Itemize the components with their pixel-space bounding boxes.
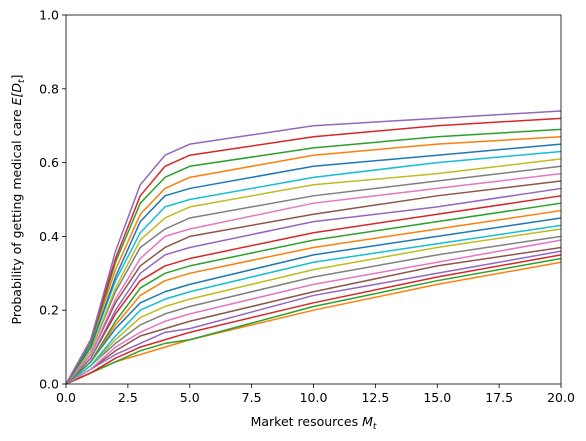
x-tick-label: 10.0: [300, 390, 328, 405]
x-tick-label: 7.5: [242, 390, 262, 405]
x-label-sub: t: [373, 422, 377, 432]
y-tick-label: 0.8: [39, 81, 59, 96]
series-line: [65, 187, 562, 385]
x-tick-label: 15.0: [423, 390, 451, 405]
series-line: [65, 128, 562, 385]
plot-area: [65, 110, 562, 385]
y-axis-label: Probability of getting medical care E[Dt…: [9, 75, 27, 325]
series-line: [65, 257, 562, 385]
y-tick-label: 0.2: [39, 303, 59, 318]
y-tick-label: 1.0: [39, 8, 59, 23]
series-line: [65, 110, 562, 385]
y-tick-label: 0.4: [39, 229, 59, 244]
series-line: [65, 228, 562, 385]
y-label-close: ]: [9, 75, 24, 80]
y-label-sub: t: [17, 79, 27, 83]
series-line: [65, 239, 562, 385]
series-line: [65, 158, 562, 385]
x-tick-label: 2.5: [118, 390, 138, 405]
series-line: [65, 172, 562, 385]
series-line: [65, 224, 562, 385]
x-axis-label: Market resources Mt: [251, 414, 377, 432]
y-tick-label: 0.0: [39, 377, 59, 392]
y-label-text: Probability of getting medical care: [9, 105, 24, 324]
x-tick-label: 12.5: [361, 390, 389, 405]
series-line: [65, 202, 562, 385]
series-line: [65, 246, 562, 385]
x-label-var: M: [362, 414, 373, 429]
y-tick-label: 0.6: [39, 155, 59, 170]
x-label-text: Market resources: [251, 414, 363, 429]
x-tick-label: 5.0: [180, 390, 200, 405]
x-tick-label: 0.0: [56, 390, 76, 405]
series-line: [65, 254, 562, 385]
x-tick-label: 17.5: [485, 390, 513, 405]
series-line: [65, 250, 562, 385]
series-line: [65, 143, 562, 385]
x-tick-label: 20.0: [547, 390, 575, 405]
series-line: [65, 235, 562, 385]
y-label-var: E[D: [9, 83, 24, 106]
